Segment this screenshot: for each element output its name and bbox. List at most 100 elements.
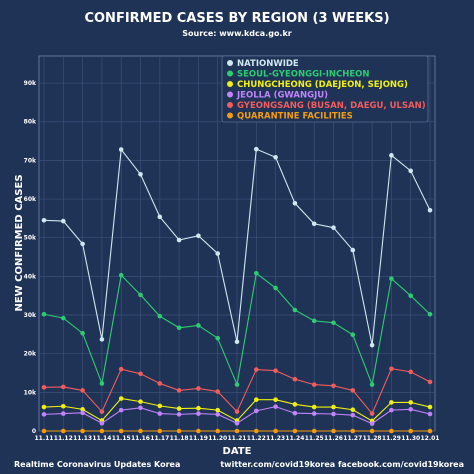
series-5: [41, 428, 433, 434]
legend-item: QUARANTINE FACILITIES: [227, 112, 353, 122]
data-point: [253, 397, 259, 402]
data-point: [292, 200, 298, 206]
data-point: [196, 405, 201, 411]
data-point: [80, 388, 85, 393]
x-tick-label: 11.13: [73, 435, 92, 442]
data-point: [389, 276, 394, 281]
data-point: [311, 221, 317, 227]
x-tick-label: 11.18: [170, 435, 189, 442]
data-point: [157, 411, 163, 416]
data-point: [138, 171, 143, 177]
series-1: [41, 270, 433, 387]
data-point: [138, 399, 143, 404]
data-point: [311, 382, 317, 387]
data-point: [331, 320, 336, 326]
data-point: [292, 428, 298, 434]
data-point: [408, 400, 414, 405]
data-point: [427, 379, 433, 385]
data-point: [427, 311, 433, 317]
legend: NATIONWIDESEOUL-GYEONGGI-INCHEONCHUNGCHE…: [221, 55, 429, 123]
data-point: [389, 407, 394, 413]
data-point: [311, 411, 317, 416]
data-point: [331, 383, 336, 389]
data-point: [41, 404, 47, 410]
y-tick-label: 60k: [24, 196, 37, 203]
data-point: [408, 428, 414, 434]
data-point: [99, 409, 105, 414]
y-tick-label: 10k: [24, 389, 37, 396]
data-point: [196, 386, 201, 391]
data-point: [273, 154, 278, 160]
legend-item: GYEONGSANG (BUSAN, DAEGU, ULSAN): [227, 101, 426, 111]
data-point: [80, 407, 85, 412]
y-tick-labels: 0 10k 20k 30k 40k 50k 60k 70k 80k 90k: [24, 80, 37, 435]
data-point: [118, 396, 124, 401]
legend-label: GYEONGSANG (BUSAN, DAEGU, ULSAN): [237, 101, 426, 111]
legend-label: CHUNGCHEONG (DAEJEON, SEJONG): [237, 80, 408, 90]
data-point: [408, 168, 414, 174]
data-point: [41, 311, 47, 317]
x-axis-label: DATE: [223, 446, 252, 457]
data-point: [99, 381, 105, 386]
data-point: [389, 400, 394, 405]
data-point: [41, 428, 47, 434]
data-point: [389, 153, 394, 158]
x-tick-label: 11.26: [324, 435, 343, 442]
data-point: [176, 325, 182, 331]
legend-marker: [227, 81, 233, 87]
data-point: [61, 403, 66, 409]
data-point: [80, 428, 85, 434]
data-point: [389, 428, 394, 434]
data-point: [138, 405, 143, 411]
data-point: [157, 381, 163, 386]
data-point: [61, 315, 66, 321]
legend-marker: [227, 70, 233, 77]
data-point: [234, 420, 240, 426]
data-point: [99, 337, 105, 342]
legend-marker: [227, 91, 233, 98]
data-point: [176, 428, 182, 434]
data-point: [61, 428, 66, 434]
series-lines: [41, 146, 433, 434]
data-point: [176, 388, 182, 393]
y-tick-label: 0: [32, 428, 36, 435]
data-point: [273, 285, 278, 291]
data-point: [292, 410, 298, 416]
series-0: [41, 146, 433, 348]
data-point: [176, 406, 182, 411]
data-point: [234, 339, 240, 344]
data-point: [331, 428, 336, 434]
data-point: [292, 307, 298, 313]
data-point: [273, 404, 278, 409]
y-tick-label: 90k: [24, 80, 37, 87]
x-tick-label: 11.15: [112, 435, 131, 442]
data-point: [427, 404, 433, 410]
data-point: [41, 412, 47, 417]
legend-marker: [227, 102, 233, 108]
data-point: [273, 428, 278, 434]
data-point: [41, 385, 47, 390]
data-point: [118, 366, 124, 372]
data-point: [408, 293, 414, 298]
legend-marker: [227, 112, 233, 119]
legend-item: CHUNGCHEONG (DAEJEON, SEJONG): [227, 80, 408, 90]
data-point: [427, 411, 433, 417]
x-tick-label: 11.14: [92, 435, 111, 442]
data-point: [196, 323, 201, 328]
x-tick-labels: 11.11 11.12 11.13 11.14 11.15 11.16 11.17 11.18…: [35, 435, 440, 442]
data-point: [80, 330, 85, 336]
x-tick-label: 11.27: [343, 435, 362, 442]
data-point: [369, 342, 375, 348]
data-point: [350, 332, 356, 338]
legend-label: NATIONWIDE: [237, 59, 299, 69]
data-point: [157, 214, 163, 220]
data-point: [311, 318, 317, 324]
data-point: [138, 371, 143, 377]
data-point: [176, 412, 182, 417]
x-tick-label: 11.23: [266, 435, 285, 442]
data-point: [196, 233, 201, 239]
y-tick-label: 20k: [24, 351, 37, 358]
legend-item: JEOLLA (GWANGJU): [227, 91, 328, 101]
data-point: [350, 407, 356, 413]
data-point: [253, 146, 259, 152]
